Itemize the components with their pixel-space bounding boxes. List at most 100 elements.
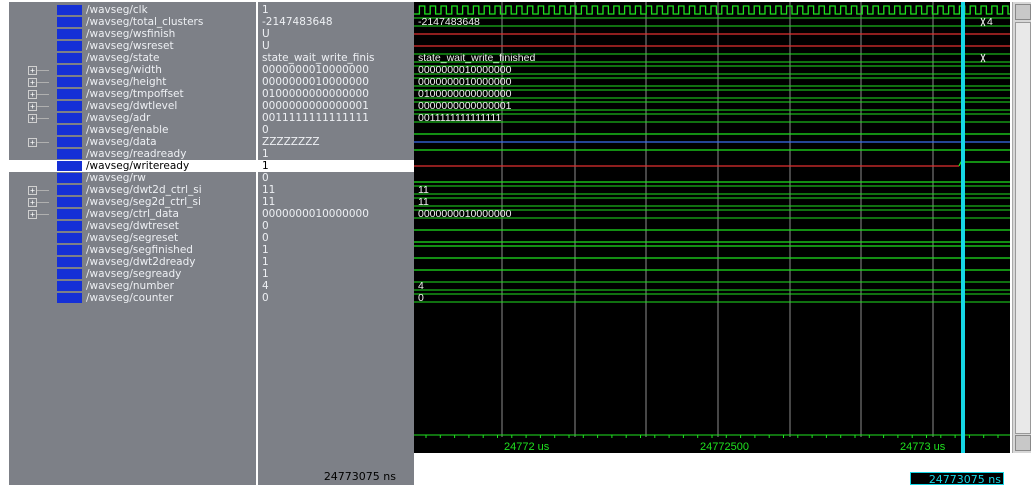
signal-row[interactable]: /wavseg/readready — [9, 148, 256, 160]
expand-plus-icon[interactable]: + — [28, 90, 37, 99]
vertical-scrollbar[interactable] — [1012, 2, 1031, 453]
signal-color-swatch-icon — [57, 65, 82, 75]
bus-value-label: 0000000010000000 — [418, 208, 512, 220]
expand-plus-icon[interactable]: + — [28, 198, 37, 207]
signal-value: 1 — [262, 268, 269, 280]
signal-row[interactable]: /wavseg/dwtreset — [9, 220, 256, 232]
signal-value: 1 — [262, 160, 269, 172]
signal-name: /wavseg/segready — [86, 268, 182, 280]
signal-row[interactable]: /wavseg/writeready — [9, 160, 256, 172]
tree-connector — [37, 202, 49, 203]
signal-name: /wavseg/wsreset — [86, 40, 174, 52]
name-pane-footer — [9, 453, 256, 485]
signal-row[interactable]: /wavseg/segreset — [9, 232, 256, 244]
signal-row[interactable]: /wavseg/total_clusters — [9, 16, 256, 28]
signal-color-swatch-icon — [57, 281, 82, 291]
signal-name-pane[interactable]: /wavseg/clk/wavseg/total_clusters/wavseg… — [9, 2, 256, 453]
signal-row[interactable]: + /wavseg/width — [9, 64, 256, 76]
value-row[interactable]: 0000000010000000 — [258, 208, 414, 220]
signal-row[interactable]: /wavseg/number — [9, 280, 256, 292]
scroll-up-icon[interactable] — [1015, 4, 1031, 20]
signal-color-swatch-icon — [57, 293, 82, 303]
signal-row[interactable]: + /wavseg/adr — [9, 112, 256, 124]
value-row[interactable]: 1 — [258, 148, 414, 160]
signal-row[interactable]: + /wavseg/dwt2d_ctrl_si — [9, 184, 256, 196]
time-tick-label: 24772 us — [504, 441, 550, 453]
signal-value: 0000000010000000 — [262, 208, 369, 220]
signal-color-swatch-icon — [57, 53, 82, 63]
value-row[interactable]: 0 — [258, 124, 414, 136]
signal-name: /wavseg/dwtlevel — [86, 100, 178, 112]
value-row[interactable]: 11 — [258, 196, 414, 208]
signal-name: /wavseg/adr — [86, 112, 151, 124]
signal-value: 11 — [262, 184, 276, 196]
value-row[interactable]: 1 — [258, 256, 414, 268]
signal-row[interactable]: + /wavseg/height — [9, 76, 256, 88]
expand-plus-icon[interactable]: + — [28, 138, 37, 147]
expand-plus-icon[interactable]: + — [28, 114, 37, 123]
signal-row[interactable]: /wavseg/wsreset — [9, 40, 256, 52]
value-row[interactable]: 0000000010000000 — [258, 76, 414, 88]
scroll-down-icon[interactable] — [1015, 435, 1031, 451]
signal-color-swatch-icon — [57, 233, 82, 243]
value-row[interactable]: U — [258, 40, 414, 52]
signal-name: /wavseg/total_clusters — [86, 16, 204, 28]
signal-value: 0000000000000001 — [262, 100, 369, 112]
value-row[interactable]: state_wait_write_finis — [258, 52, 414, 64]
signal-color-swatch-icon — [57, 257, 82, 267]
signal-row[interactable]: /wavseg/wsfinish — [9, 28, 256, 40]
signal-row[interactable]: + /wavseg/seg2d_ctrl_si — [9, 196, 256, 208]
signal-row[interactable]: + /wavseg/ctrl_data — [9, 208, 256, 220]
signal-row[interactable]: + /wavseg/dwtlevel — [9, 100, 256, 112]
expand-plus-icon[interactable]: + — [28, 210, 37, 219]
signal-row[interactable]: + /wavseg/tmpoffset — [9, 88, 256, 100]
cursor-time-readout[interactable]: 24773075 ns — [910, 472, 1004, 486]
value-row[interactable]: 1 — [258, 268, 414, 280]
value-row[interactable]: 1 — [258, 244, 414, 256]
scroll-thumb[interactable] — [1015, 22, 1031, 434]
signal-row[interactable]: /wavseg/state — [9, 52, 256, 64]
signal-row[interactable]: /wavseg/segready — [9, 268, 256, 280]
value-row[interactable]: 0011111111111111 — [258, 112, 414, 124]
writeready-wave-high — [958, 161, 1010, 167]
signal-row[interactable]: /wavseg/segfinished — [9, 244, 256, 256]
value-row[interactable]: U — [258, 28, 414, 40]
value-row[interactable]: ZZZZZZZZ — [258, 136, 414, 148]
signal-color-swatch-icon — [57, 125, 82, 135]
expand-plus-icon[interactable]: + — [28, 78, 37, 87]
value-row[interactable]: -2147483648 — [258, 16, 414, 28]
signal-row[interactable]: + /wavseg/data — [9, 136, 256, 148]
waveform-pane[interactable]: -2147483648 4 state_wait_write_finished 000… — [414, 2, 1010, 453]
value-row[interactable]: 0 — [258, 292, 414, 304]
expand-plus-icon[interactable]: + — [28, 66, 37, 75]
signal-row[interactable]: /wavseg/counter — [9, 292, 256, 304]
signal-value: U — [262, 40, 270, 52]
signal-row[interactable]: /wavseg/rw — [9, 172, 256, 184]
bus-transition — [980, 53, 986, 63]
value-row[interactable]: 11 — [258, 184, 414, 196]
signal-name: /wavseg/number — [86, 280, 174, 292]
waveform-canvas[interactable]: -2147483648 4state_wait_write_finished000… — [414, 2, 1010, 453]
expand-plus-icon[interactable]: + — [28, 102, 37, 111]
signal-name: /wavseg/ctrl_data — [86, 208, 179, 220]
value-row[interactable]: 0 — [258, 172, 414, 184]
bus-value-label: 11 — [418, 184, 429, 196]
bus-transition — [980, 17, 986, 27]
value-row[interactable]: 0 — [258, 232, 414, 244]
signal-row[interactable]: /wavseg/enable — [9, 124, 256, 136]
value-row[interactable]: 0000000000000001 — [258, 100, 414, 112]
bus-value-label: 0000000010000000 — [418, 76, 512, 88]
time-tick-label: 24772500 — [700, 441, 749, 453]
signal-row[interactable]: /wavseg/clk — [9, 4, 256, 16]
value-row[interactable]: 0100000000000000 — [258, 88, 414, 100]
value-row[interactable]: 4 — [258, 280, 414, 292]
signal-row[interactable]: /wavseg/dwt2dready — [9, 256, 256, 268]
value-row[interactable]: 1 — [258, 160, 414, 172]
signal-value: 11 — [262, 196, 276, 208]
value-row[interactable]: 0 — [258, 220, 414, 232]
expand-plus-icon[interactable]: + — [28, 186, 37, 195]
value-row[interactable]: 1 — [258, 4, 414, 16]
value-row[interactable]: 0000000010000000 — [258, 64, 414, 76]
